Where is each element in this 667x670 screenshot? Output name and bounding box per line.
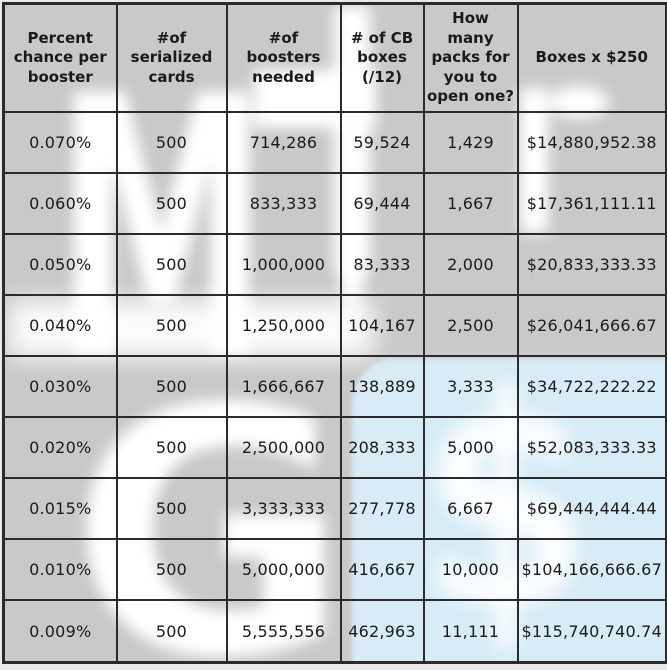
table-cell: 416,667 [339,538,425,602]
table-cell: 5,000,000 [225,538,342,602]
table-cell: 0.010% [2,538,118,602]
table-cell: 500 [115,416,228,480]
table-cell: 833,333 [225,172,342,236]
table-body: 0.070% 500 714,286 59,524 1,429 $14,880,952.3… [2,110,667,664]
table-cell: 0.030% [2,355,118,419]
column-header: Percent chance per booster [2,2,118,113]
table-cell: 500 [115,355,228,419]
table-row: 0.015% 500 3,333,333 277,778 6,667 $69,444,44… [2,477,667,541]
table-row: 0.009% 500 5,555,556 462,963 11,111 $115,740,… [2,599,667,664]
table-cell: 1,429 [422,110,519,175]
table-row: 0.060% 500 833,333 69,444 1,667 $17,361,111.1… [2,172,667,236]
table-cell: 69,444 [339,172,425,236]
table-cell: 0.009% [2,599,118,664]
column-header: #of serialized cards [115,2,228,113]
table-cell: 0.050% [2,233,118,297]
table-cell: 10,000 [422,538,519,602]
table-cell: 500 [115,294,228,358]
table-cell: $26,041,666.67 [516,294,667,358]
column-header: #of boosters needed [225,2,342,113]
header-row: Percent chance per booster #of serialized… [2,2,667,113]
table-cell: $14,880,952.38 [516,110,667,175]
table-cell: $17,361,111.11 [516,172,667,236]
table-row: 0.020% 500 2,500,000 208,333 5,000 $52,083,33… [2,416,667,480]
table-cell: 500 [115,233,228,297]
column-header: How many packs for you to open one? [422,2,519,113]
table-cell: 1,667 [422,172,519,236]
table-cell: $20,833,333.33 [516,233,667,297]
table-cell: 1,250,000 [225,294,342,358]
table-cell: $69,444,444.44 [516,477,667,541]
table-cell: 2,000 [422,233,519,297]
table-cell: $34,722,222.22 [516,355,667,419]
table-cell: 500 [115,477,228,541]
table-cell: 2,500,000 [225,416,342,480]
table-cell: $104,166,666.67 [516,538,667,602]
table-cell: 5,555,556 [225,599,342,664]
table-row: 0.010% 500 5,000,000 416,667 10,000 $104,166,… [2,538,667,602]
table-cell: 6,667 [422,477,519,541]
table-cell: 500 [115,599,228,664]
table-cell: 500 [115,110,228,175]
table-cell: $115,740,740.74 [516,599,667,664]
table-cell: 138,889 [339,355,425,419]
table-cell: 59,524 [339,110,425,175]
table-cell: 0.060% [2,172,118,236]
table-row: 0.040% 500 1,250,000 104,167 2,500 $26,041,66… [2,294,667,358]
table-cell: 1,666,667 [225,355,342,419]
table-cell: 500 [115,538,228,602]
column-header: # of CB boxes (/12) [339,2,425,113]
table-cell: 3,333,333 [225,477,342,541]
table-cell: 277,778 [339,477,425,541]
table-cell: $52,083,333.33 [516,416,667,480]
table-row: 0.030% 500 1,666,667 138,889 3,333 $34,722,22… [2,355,667,419]
table-cell: 0.015% [2,477,118,541]
table-cell: 714,286 [225,110,342,175]
table-cell: 83,333 [339,233,425,297]
table-row: 0.070% 500 714,286 59,524 1,429 $14,880,952.3… [2,110,667,175]
table-cell: 104,167 [339,294,425,358]
column-header: Boxes x $250 [516,2,667,113]
table-cell: 5,000 [422,416,519,480]
table-row: 0.050% 500 1,000,000 83,333 2,000 $20,833,333… [2,233,667,297]
table-cell: 11,111 [422,599,519,664]
table-cell: 2,500 [422,294,519,358]
table-cell: 0.040% [2,294,118,358]
table-cell: 500 [115,172,228,236]
table-cell: 0.020% [2,416,118,480]
table-cell: 208,333 [339,416,425,480]
table-cell: 3,333 [422,355,519,419]
table-cell: 462,963 [339,599,425,664]
table-cell: 0.070% [2,110,118,175]
table-cell: 1,000,000 [225,233,342,297]
